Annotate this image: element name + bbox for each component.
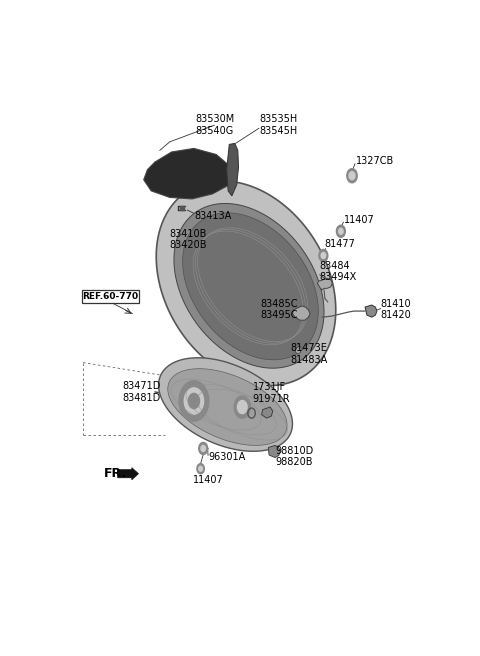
Text: 1327CB: 1327CB — [356, 155, 394, 165]
Circle shape — [199, 466, 203, 471]
Circle shape — [197, 464, 204, 474]
Circle shape — [188, 394, 200, 409]
Polygon shape — [168, 369, 287, 445]
Text: 83413A: 83413A — [194, 211, 231, 221]
Text: 81477: 81477 — [324, 239, 355, 249]
Polygon shape — [227, 144, 239, 196]
Polygon shape — [156, 181, 336, 386]
Circle shape — [336, 225, 345, 237]
Circle shape — [349, 172, 355, 180]
Text: 96301A: 96301A — [208, 451, 245, 462]
FancyBboxPatch shape — [83, 290, 139, 303]
Circle shape — [238, 400, 247, 414]
Circle shape — [199, 442, 208, 455]
Text: REF.60-770: REF.60-770 — [83, 292, 139, 301]
Text: 83484
83494X: 83484 83494X — [320, 261, 357, 283]
Text: FR.: FR. — [104, 467, 127, 480]
Text: 83410B
83420B: 83410B 83420B — [170, 228, 207, 250]
Polygon shape — [268, 445, 280, 458]
Polygon shape — [292, 306, 310, 320]
Circle shape — [184, 388, 204, 414]
Circle shape — [201, 445, 205, 451]
Text: 83535H
83545H: 83535H 83545H — [259, 114, 297, 136]
Polygon shape — [158, 358, 292, 451]
Circle shape — [347, 169, 357, 183]
Polygon shape — [262, 407, 273, 418]
Polygon shape — [144, 148, 231, 199]
Polygon shape — [317, 278, 332, 290]
Text: 11407: 11407 — [344, 215, 374, 225]
Polygon shape — [295, 346, 301, 354]
Text: 81473E
81483A: 81473E 81483A — [290, 343, 327, 365]
Text: 83471D
83481D: 83471D 83481D — [122, 381, 161, 403]
Circle shape — [321, 253, 325, 258]
Text: 1731JF
91971R: 1731JF 91971R — [252, 382, 290, 403]
Polygon shape — [182, 213, 318, 359]
Polygon shape — [174, 203, 324, 368]
Text: 83530M
83540G: 83530M 83540G — [196, 114, 235, 136]
Text: 98810D
98820B: 98810D 98820B — [275, 445, 313, 467]
Polygon shape — [365, 305, 377, 317]
Circle shape — [234, 396, 251, 418]
Circle shape — [319, 249, 328, 262]
Circle shape — [179, 380, 209, 421]
Text: 81410
81420: 81410 81420 — [381, 298, 411, 320]
FancyArrow shape — [118, 468, 139, 480]
Circle shape — [338, 228, 343, 234]
Text: 83485C
83495C: 83485C 83495C — [260, 298, 298, 320]
Text: 11407: 11407 — [193, 476, 224, 485]
